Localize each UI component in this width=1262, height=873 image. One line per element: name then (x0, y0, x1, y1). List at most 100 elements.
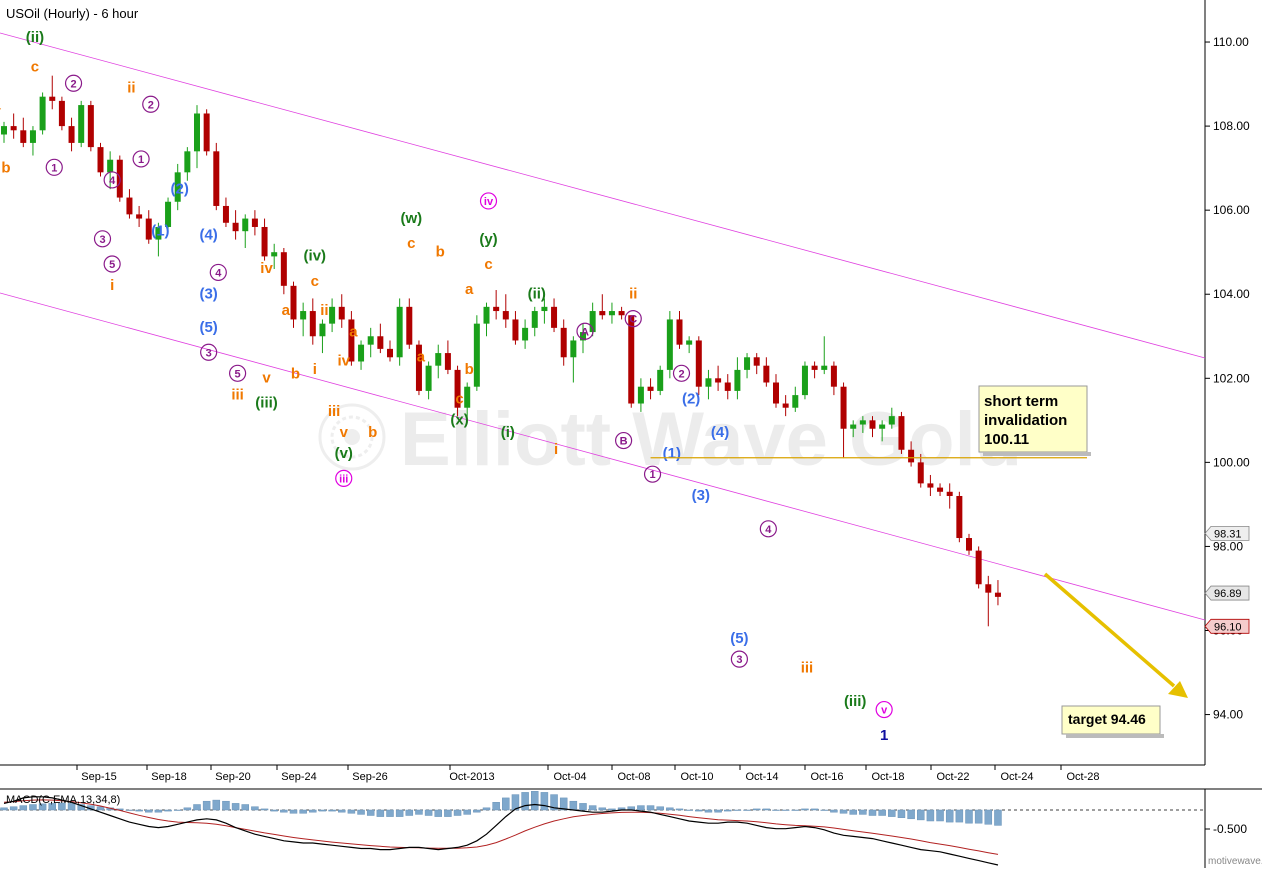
macd-bar (280, 809, 288, 813)
wave-label: c (407, 235, 415, 252)
candle (242, 214, 249, 248)
svg-text:4: 4 (215, 267, 222, 279)
macd-bar (453, 809, 462, 816)
wave-label: C (624, 310, 642, 328)
macd-bar (926, 809, 935, 822)
macd-bar (492, 802, 500, 811)
wave-label: a (417, 348, 426, 365)
candle (1, 121, 7, 143)
candle (406, 298, 413, 349)
svg-text:98.31: 98.31 (1214, 528, 1242, 540)
wave-label: (2) (682, 391, 700, 408)
macd-bar (994, 809, 1002, 826)
macd-bar (193, 804, 201, 811)
wave-label: i (313, 361, 317, 378)
svg-text:b: b (291, 365, 300, 382)
candle (222, 197, 229, 227)
svg-text:2: 2 (678, 368, 684, 380)
svg-text:C: C (629, 314, 637, 326)
price-tags: 98.31 96.89 96.10 (1204, 525, 1250, 634)
macd-bar (752, 808, 761, 811)
svg-text:c: c (455, 391, 463, 408)
svg-text:ii: ii (320, 302, 328, 319)
macd-bar (511, 794, 520, 811)
candle (946, 483, 953, 509)
svg-text:(1): (1) (663, 445, 681, 462)
macd-y-tick-label: -0.500 (1213, 822, 1247, 836)
x-tick-label: Oct-16 (810, 771, 843, 783)
y-tick-label: 110.00 (1213, 35, 1249, 49)
annotations: short term invalidation 100.11 target 94.46 (650, 385, 1188, 738)
macd-bar (309, 809, 317, 813)
macd-bar (579, 803, 587, 811)
macd-bar (58, 802, 66, 811)
price-tag: 96.10 (1204, 618, 1250, 634)
macd-line (3, 796, 999, 866)
candle (763, 357, 770, 387)
macd-bar (241, 804, 249, 811)
svg-text:4: 4 (765, 524, 772, 536)
candle (20, 117, 27, 148)
candle (676, 311, 683, 349)
candle (695, 336, 702, 396)
macd-bar (878, 809, 886, 816)
candle (724, 374, 731, 400)
wave-label: iv (260, 260, 273, 277)
candle (551, 298, 558, 333)
candle (811, 361, 818, 379)
candle (502, 294, 509, 328)
candle (908, 441, 915, 467)
svg-text:invalidation: invalidation (984, 412, 1067, 429)
macd-bar (521, 792, 529, 811)
svg-text:4: 4 (109, 175, 116, 187)
wave-label: (ii) (528, 285, 546, 302)
candle (435, 344, 442, 379)
svg-text:1: 1 (138, 154, 144, 166)
x-tick-label: Sep-26 (352, 771, 387, 783)
x-tick-label: Oct-08 (617, 771, 650, 783)
svg-text:(ii): (ii) (26, 29, 44, 46)
macd-bar (646, 805, 655, 811)
macd-bar (212, 799, 221, 811)
macd-bar (386, 809, 394, 817)
candle (290, 281, 297, 328)
wave-label: (ii) (26, 29, 44, 46)
wave-label: iv (479, 192, 498, 210)
macd-bar (38, 803, 47, 811)
wave-label: i (554, 441, 558, 458)
candle (145, 210, 152, 244)
svg-text:(1): (1) (151, 222, 169, 239)
svg-text:(w): (w) (400, 210, 422, 227)
macd-bar (299, 809, 307, 814)
svg-text:(x): (x) (450, 412, 468, 429)
wave-label: 1 (643, 465, 662, 483)
candle (937, 483, 944, 496)
candle (319, 319, 326, 354)
macd-bar (772, 809, 780, 811)
macd-bar (125, 809, 134, 811)
candle (213, 142, 220, 211)
macd-bar (936, 809, 944, 822)
macd-bar (444, 809, 452, 817)
svg-text:(iv): (iv) (304, 248, 327, 265)
wave-label: v (340, 424, 349, 441)
macd-bar (974, 809, 983, 824)
candle (792, 386, 799, 412)
x-tick-label: Sep-15 (81, 771, 116, 783)
candle (415, 340, 422, 396)
y-tick-label: 106.00 (1213, 203, 1250, 217)
macd-bar (502, 797, 510, 811)
svg-text:2: 2 (70, 78, 76, 90)
y-tick-label: 94.00 (1213, 708, 1243, 722)
candle (985, 575, 992, 627)
macd-bar (685, 809, 693, 811)
candle (136, 205, 143, 227)
trend-channel (0, 32, 1206, 621)
macd-bar (733, 809, 742, 811)
macd-bar (328, 809, 336, 812)
macd-bar (588, 805, 597, 811)
macd-bar (434, 809, 442, 817)
chart-title: USOil (Hourly) - 6 hour (6, 6, 139, 21)
